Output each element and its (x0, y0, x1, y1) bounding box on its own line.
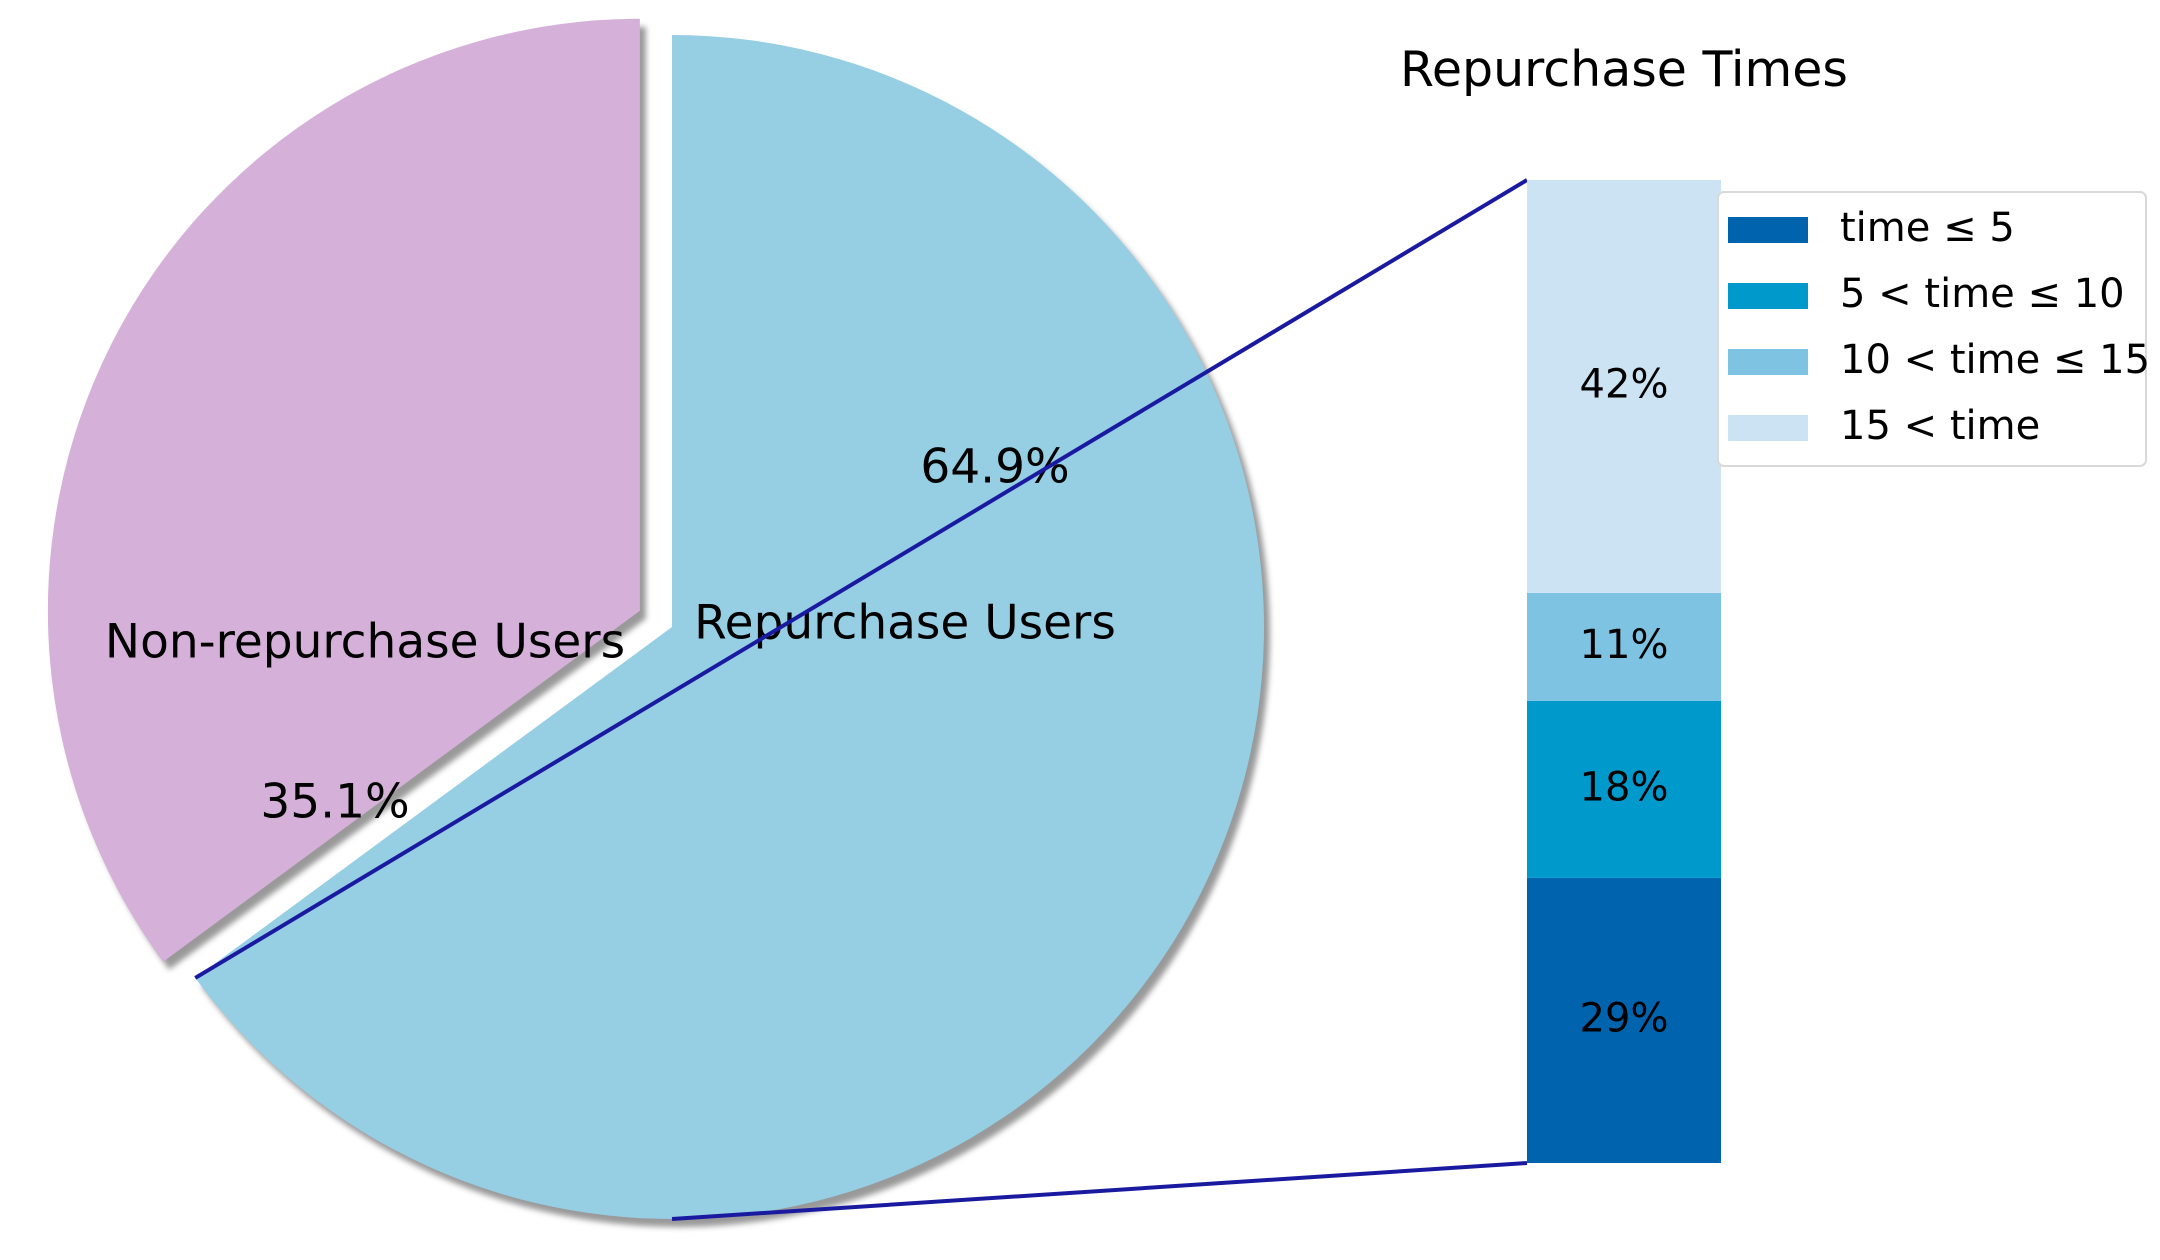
bar-segment-2 (1527, 700, 1721, 878)
bar-segment-label-3: 11% (1580, 622, 1669, 668)
legend-swatch-4 (1728, 415, 1808, 441)
pie-slice-non-repurchase-users (47, 18, 640, 962)
bar-segment-3 (1527, 592, 1721, 701)
bar-segment-label-1: 29% (1580, 995, 1669, 1041)
bar-chart-title: Repurchase Times (1400, 41, 1848, 98)
legend-frame (1717, 191, 2147, 467)
legend-label-4: 15 < time (1840, 403, 2040, 449)
bar-segment-label-2: 18% (1580, 764, 1669, 810)
legend-swatch-1 (1728, 217, 1808, 243)
pie-slice-repurchase-users (195, 35, 1265, 1219)
bar-segment-label-4: 42% (1580, 361, 1669, 407)
legend-swatch-2 (1728, 283, 1808, 309)
pie-chart: 64.9%Repurchase Users35.1%Non-repurchase… (47, 18, 1271, 1227)
legend-label-1: time ≤ 5 (1840, 205, 2015, 251)
pie-slices (47, 18, 1265, 1219)
connector-line-top (194, 178, 1529, 980)
legend-label-3: 10 < time ≤ 15 (1840, 337, 2150, 383)
pie-category-label-repurchase-users: Repurchase Users (694, 596, 1116, 651)
legend-swatch-3 (1728, 349, 1808, 375)
legend-label-2: 5 < time ≤ 10 (1840, 271, 2125, 317)
pie-bar-connectors (194, 178, 1529, 1221)
pie-labels: 64.9%Repurchase Users35.1%Non-repurchase… (105, 440, 1116, 830)
bar-segment-1 (1527, 877, 1721, 1163)
pie-category-label-non-repurchase-users: Non-repurchase Users (105, 615, 625, 670)
legend: time ≤ 5 5 < time ≤ 10 10 < time ≤ 15 15 < … (1717, 191, 2150, 467)
stacked-bar-chart: 29% 18% 11% 42% (1527, 180, 1721, 1163)
pie-percent-label-non-repurchase-users: 35.1% (260, 775, 409, 830)
connector-line-bottom (671, 1161, 1528, 1221)
bar-segment-4 (1527, 180, 1721, 593)
